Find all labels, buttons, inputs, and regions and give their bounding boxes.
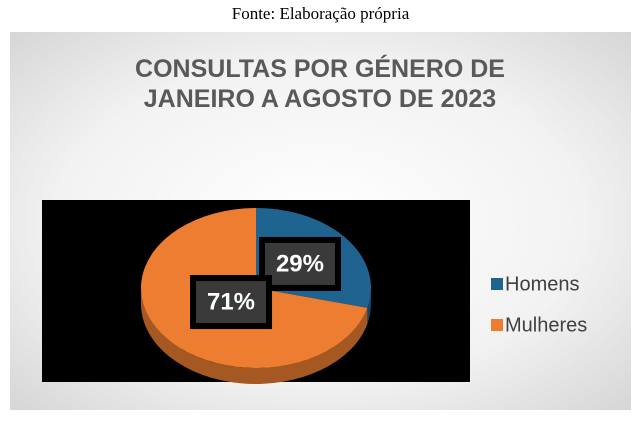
slice-side bbox=[141, 288, 368, 385]
caption: Fonte: Elaboração própria bbox=[231, 4, 410, 23]
slice-side bbox=[367, 288, 371, 324]
legend-label: Mulheres bbox=[505, 314, 587, 336]
legend-swatch bbox=[491, 278, 503, 290]
chart-title: CONSULTAS POR GÉNERO DE JANEIRO A AGOSTO… bbox=[135, 55, 505, 113]
legend-swatch bbox=[491, 319, 503, 331]
value-label: 71% bbox=[207, 288, 255, 315]
value-label: 29% bbox=[276, 250, 324, 277]
value-label-box bbox=[258, 236, 341, 291]
value-label-box bbox=[190, 275, 273, 330]
legend-label: Homens bbox=[505, 273, 579, 295]
